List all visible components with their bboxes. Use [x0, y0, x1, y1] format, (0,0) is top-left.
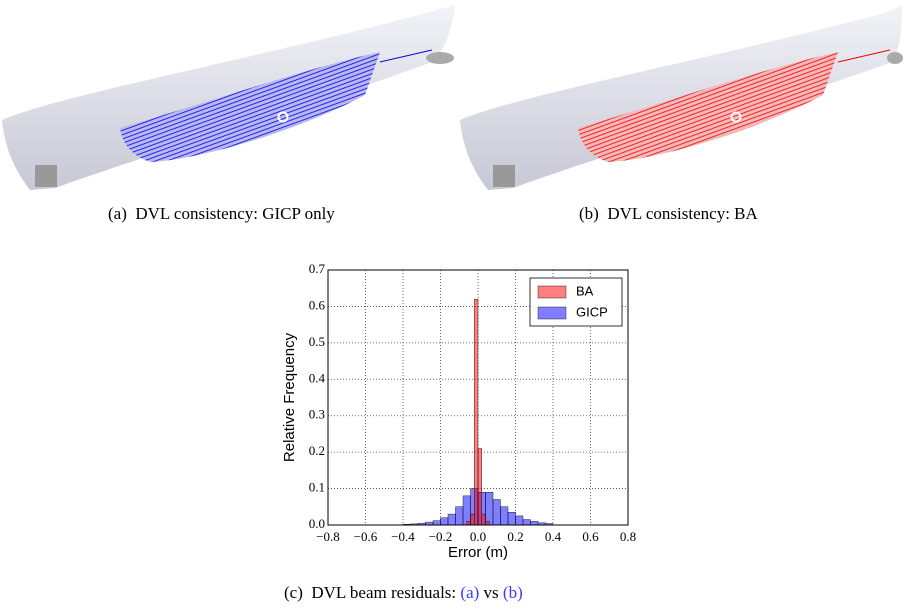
bar [481, 513, 486, 526]
legend-swatch [537, 285, 567, 299]
ref-link[interactable]: (b) [502, 583, 523, 602]
y-tick-label: 0.2 [309, 443, 325, 458]
legend-label: GICP [576, 304, 608, 319]
x-tick-label: 0.4 [545, 529, 562, 544]
y-tick-label: 0.1 [309, 480, 325, 495]
y-tick-label: 0.3 [309, 407, 325, 422]
y-axis-label: Relative Frequency [281, 332, 298, 462]
bar [440, 517, 449, 526]
y-tick-label: 0.5 [309, 334, 325, 349]
hull-renders [2, 5, 903, 190]
x-tick-label: 0.2 [507, 529, 523, 544]
bar [462, 495, 471, 526]
x-tick-label: 0.8 [620, 529, 636, 544]
bar [515, 515, 524, 526]
bar [466, 521, 471, 526]
x-tick-label: −0.6 [354, 529, 378, 544]
legend-label: BA [576, 283, 594, 298]
legend-swatch [537, 306, 567, 320]
caption-b: (b) DVL consistency: BA [579, 204, 758, 223]
bar [492, 499, 501, 526]
x-tick-label: 0.0 [470, 529, 486, 544]
x-tick-label: −0.4 [391, 529, 415, 544]
bar [455, 506, 464, 526]
y-tick-label: 0.4 [309, 370, 326, 385]
y-tick-label: 0.0 [309, 516, 325, 531]
bar [432, 520, 441, 526]
hull-b [460, 5, 903, 190]
y-tick-label: 0.6 [309, 297, 326, 312]
bar [470, 513, 475, 526]
bar [530, 521, 539, 526]
hull-a [2, 5, 455, 190]
caption-a: (a) DVL consistency: GICP only [108, 204, 335, 223]
x-tick-label: −0.8 [316, 529, 340, 544]
caption-text: (c) DVL beam residuals: [284, 583, 461, 602]
bar [500, 506, 509, 526]
bar [477, 448, 482, 526]
bar [522, 519, 531, 526]
bar [474, 298, 479, 526]
bar [507, 512, 516, 526]
ref-link[interactable]: (a) [460, 583, 480, 602]
x-tick-label: 0.6 [582, 529, 599, 544]
caption-c: (c) DVL beam residuals: (a) vs (b) [284, 583, 523, 603]
caption-text: vs [479, 583, 503, 602]
bar [447, 513, 456, 526]
bar [485, 492, 494, 526]
x-axis-label: Error (m) [448, 544, 508, 561]
chart: 0.0 0.1 0.2 0.3 0.4 0.5 0.6 0.7 −0.8 −0.6 −0.4 −0.2… [281, 261, 636, 561]
x-tick-label: −0.2 [429, 529, 453, 544]
plot-frame [327, 269, 629, 526]
y-tick-label: 0.7 [309, 261, 326, 276]
bar [485, 521, 490, 526]
